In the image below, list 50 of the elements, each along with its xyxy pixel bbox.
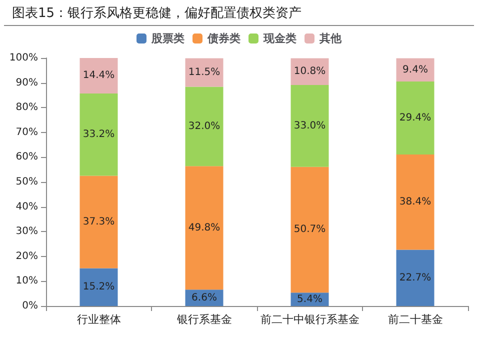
bar xyxy=(396,154,434,250)
y-tick-label: 40% xyxy=(16,201,38,212)
y-tick-label: 90% xyxy=(16,77,38,88)
y-tick-label: 20% xyxy=(16,250,38,262)
y-tick-label: 80% xyxy=(16,102,38,114)
y-tick-label: 60% xyxy=(16,152,38,163)
legend-label: 现金类 xyxy=(262,32,296,45)
bar xyxy=(185,86,224,166)
data-label: 32.0% xyxy=(188,120,220,132)
bar xyxy=(80,58,118,94)
bar xyxy=(185,166,224,290)
data-label: 22.7% xyxy=(399,272,432,284)
y-tick-label: 30% xyxy=(16,226,38,238)
x-tick-label: 行业整体 xyxy=(76,313,121,326)
y-tick-label: 50% xyxy=(16,176,38,188)
data-label: 14.4% xyxy=(82,70,115,82)
data-label: 33.2% xyxy=(82,129,115,140)
bar xyxy=(80,93,118,176)
legend-label: 其他 xyxy=(318,32,342,45)
data-label: 5.4% xyxy=(297,294,322,305)
legend-label: 股票类 xyxy=(150,32,184,45)
legend-label: 债券类 xyxy=(206,32,240,45)
bar xyxy=(185,58,224,87)
y-tick-label: 100% xyxy=(9,52,38,64)
data-label: 49.8% xyxy=(188,222,220,234)
y-tick-label: 0% xyxy=(22,300,38,312)
data-label: 33.0% xyxy=(294,120,326,132)
bar xyxy=(80,268,118,306)
bar xyxy=(396,58,434,82)
y-tick-label: 10% xyxy=(16,276,38,287)
data-label: 9.4% xyxy=(402,64,428,76)
y-tick-label: 70% xyxy=(16,126,38,138)
bar xyxy=(80,176,118,268)
bar xyxy=(290,58,329,86)
data-label: 15.2% xyxy=(82,282,115,293)
data-label: 10.8% xyxy=(294,66,326,78)
bar xyxy=(396,82,434,154)
x-tick-label: 银行系基金 xyxy=(176,313,232,326)
bar xyxy=(290,166,329,293)
data-label: 50.7% xyxy=(294,224,326,236)
bar xyxy=(396,250,434,306)
data-label: 37.3% xyxy=(82,216,115,228)
chart-title: 图表15：银行系风格更稳健，偏好配置债权类资产 xyxy=(4,0,474,26)
data-label: 29.4% xyxy=(399,112,432,124)
data-label: 38.4% xyxy=(399,196,432,208)
x-tick-label: 前二十基金 xyxy=(388,313,443,326)
bar xyxy=(290,85,329,167)
x-tick-label: 前二十中银行系基金 xyxy=(260,313,360,326)
data-label: 6.6% xyxy=(192,292,217,304)
data-label: 11.5% xyxy=(188,67,220,78)
